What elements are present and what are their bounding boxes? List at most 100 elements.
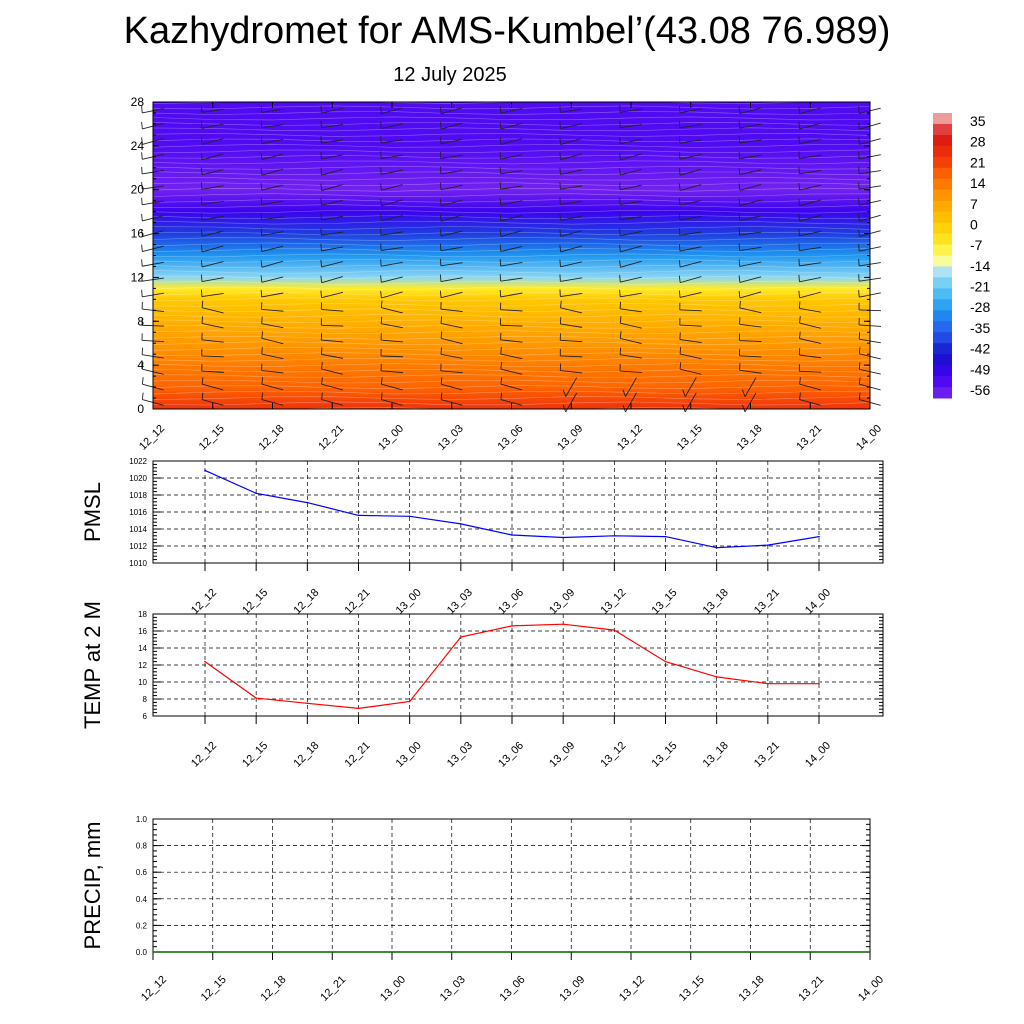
contour-line <box>152 160 871 165</box>
wind-barb <box>380 243 403 251</box>
x-tick-label: 12_21 <box>343 740 373 770</box>
wind-barb <box>261 363 284 374</box>
wind-barb <box>798 347 822 359</box>
wind-barb <box>559 274 583 282</box>
contour-line <box>152 330 871 335</box>
wind-barb <box>500 362 523 375</box>
wind-barb <box>320 243 344 252</box>
x-tick-label: 12_18 <box>291 740 321 770</box>
x-tick-label: 12_15 <box>240 740 270 770</box>
x-tick-label: 14_00 <box>854 423 884 453</box>
wind-barb <box>380 377 403 391</box>
wind-barb <box>321 377 343 391</box>
vertical-profile-plot: 0 4 8 12 16 20 24 28 12_12 12_15 12_18 12_21 13_00 13… <box>131 95 884 453</box>
x-tick-label: 13_15 <box>675 423 705 453</box>
wind-barb <box>380 300 403 314</box>
x-tick-label: 12_15 <box>199 974 229 1004</box>
x-tick-label: 13_03 <box>445 740 475 770</box>
wind-barb <box>559 182 583 190</box>
wind-barb <box>798 243 822 252</box>
wind-barb <box>798 106 821 115</box>
data-point <box>357 514 360 517</box>
wind-barb <box>619 275 642 283</box>
contour-line <box>152 275 871 280</box>
wind-barb <box>260 120 284 129</box>
y-tick-label: 1010 <box>129 559 147 568</box>
y-tick-label: 0.2 <box>136 921 148 930</box>
wind-barb <box>738 275 762 283</box>
wind-barb <box>440 377 463 391</box>
wind-barb <box>678 290 702 298</box>
contour-line <box>152 237 871 241</box>
wind-barb <box>320 151 344 160</box>
x-tick-label: 13_03 <box>438 974 468 1004</box>
wind-barb <box>439 151 463 159</box>
x-tick-label: 13_06 <box>496 423 526 453</box>
wind-barb <box>798 214 821 222</box>
wind-barb <box>559 363 583 374</box>
heatmap-field <box>153 102 870 409</box>
colorbar-swatch <box>933 365 952 377</box>
wind-barb <box>799 377 821 391</box>
wind-barb <box>678 168 702 176</box>
wind-barb <box>798 301 822 313</box>
data-point <box>767 682 769 685</box>
colorbar-swatch <box>933 332 952 344</box>
wind-barb <box>738 290 762 299</box>
data-point <box>460 636 462 638</box>
colorbar-swatch <box>933 113 952 125</box>
wind-barb <box>739 348 762 358</box>
wind-barb <box>261 302 284 312</box>
wind-barb <box>500 332 523 343</box>
wind-barb <box>260 228 284 236</box>
wind-barb <box>260 212 284 221</box>
wind-barb <box>260 275 284 283</box>
contour-line <box>152 270 871 274</box>
wind-barb <box>261 377 284 391</box>
wind-barb <box>439 182 463 191</box>
wind-barb <box>439 121 463 130</box>
x-tick-label: 12_21 <box>343 587 373 617</box>
x-tick-label: 12_12 <box>189 587 219 617</box>
wind-barb <box>200 152 224 161</box>
colorbar-swatch <box>933 387 952 399</box>
colorbar-label: -56 <box>970 382 990 398</box>
wind-barb <box>619 364 643 373</box>
wind-barb <box>679 302 702 312</box>
wind-barb <box>500 392 523 406</box>
wind-barb <box>499 137 523 145</box>
wind-barb <box>738 136 762 144</box>
contour-line <box>152 313 871 318</box>
wind-barb <box>678 136 702 144</box>
wind-barb <box>201 377 224 391</box>
y-axis-label: PRECIP, mm <box>80 822 105 950</box>
contour-line <box>152 209 871 214</box>
colorbar-swatch <box>933 255 952 267</box>
wind-barb <box>559 152 582 161</box>
x-tick-label: 13_15 <box>650 587 680 617</box>
contour-line <box>152 226 871 230</box>
wind-barb <box>320 318 344 327</box>
wind-barb <box>440 392 463 406</box>
wind-barb <box>439 106 463 115</box>
wind-barb <box>380 213 403 222</box>
x-tick-label: 13_15 <box>677 974 707 1004</box>
colorbar-swatch <box>933 211 952 224</box>
wind-barb <box>678 244 702 252</box>
contour-line <box>152 302 871 307</box>
wind-barb <box>200 244 224 253</box>
wind-barb <box>499 182 523 190</box>
wind-barb <box>320 290 344 299</box>
contour-line <box>152 396 871 400</box>
colorbar-swatch <box>933 354 952 366</box>
wind-barb <box>380 136 403 144</box>
wind-barb <box>798 166 822 175</box>
wind-barb <box>798 290 821 299</box>
wind-barb <box>321 392 343 406</box>
wind-barb <box>439 198 463 207</box>
wind-barb <box>320 183 343 191</box>
wind-barb <box>678 120 702 129</box>
y-tick-label: 1012 <box>129 542 147 551</box>
x-tick-label: 13_09 <box>547 740 577 770</box>
wind-barb <box>201 364 224 373</box>
